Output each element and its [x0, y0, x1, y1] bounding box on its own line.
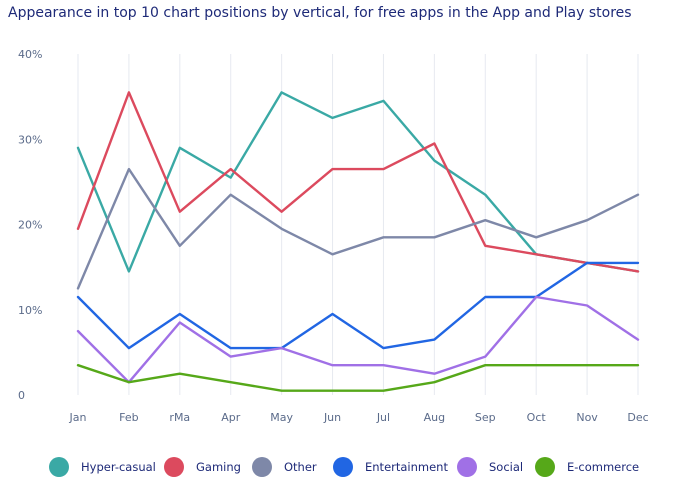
legend-marker	[252, 457, 272, 477]
legend-label: Hyper-casual	[81, 460, 156, 474]
legend-marker	[164, 457, 184, 477]
x-tick-label: Feb	[119, 411, 138, 424]
legend-marker	[535, 457, 555, 477]
x-tick-label: Jan	[69, 411, 87, 424]
x-tick-label: rMa	[169, 411, 190, 424]
x-tick-label: Nov	[576, 411, 598, 424]
chart-title: Appearance in top 10 chart positions by …	[8, 5, 632, 21]
y-tick-label: 10%	[18, 304, 42, 317]
series-line-1	[76, 91, 640, 273]
x-tick-label: Oct	[527, 411, 547, 424]
x-tick-label: Dec	[627, 411, 648, 424]
x-tick-label: Sep	[475, 411, 496, 424]
series-line-3	[76, 261, 640, 350]
y-axis-ticks: 0 10% 20% 30% 40%	[18, 48, 42, 402]
x-axis-ticks: Jan Feb rMa Apr May Jun Jul Aug Sep Oct Nov Dec	[69, 411, 649, 424]
series-line-5	[76, 364, 640, 392]
x-tick-label: Apr	[221, 411, 241, 424]
x-tick-label: May	[270, 411, 293, 424]
y-tick-label: 20%	[18, 219, 42, 232]
series-line-4	[76, 295, 640, 384]
x-tick-label: Jul	[376, 411, 390, 424]
y-tick-label: 0	[18, 389, 25, 402]
y-tick-label: 40%	[18, 48, 42, 61]
legend-label: Other	[284, 460, 317, 474]
legend: Hyper-casual Gaming Other Entertainment Soci…	[49, 457, 639, 477]
x-tick-label: Aug	[424, 411, 445, 424]
y-tick-label: 30%	[18, 133, 42, 146]
series-line-2	[76, 167, 640, 290]
legend-marker	[457, 457, 477, 477]
legend-label: Gaming	[196, 460, 241, 474]
series-lines	[76, 91, 640, 392]
legend-label: Entertainment	[365, 460, 448, 474]
legend-label: E-commerce	[567, 460, 639, 474]
x-tick-label: Jun	[323, 411, 341, 424]
legend-marker	[49, 457, 69, 477]
legend-marker	[333, 457, 353, 477]
legend-label: Social	[489, 460, 523, 474]
